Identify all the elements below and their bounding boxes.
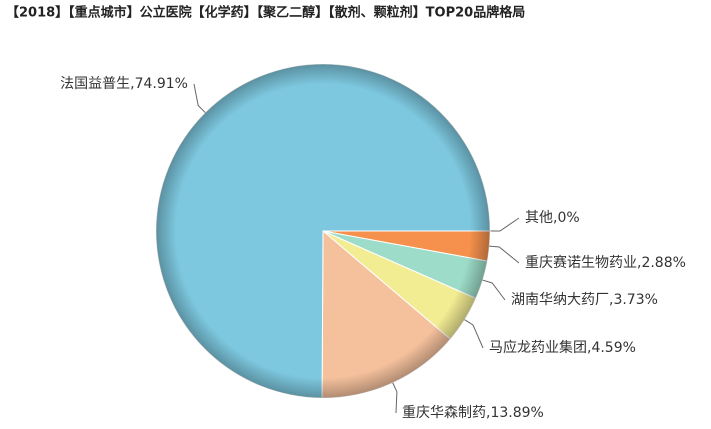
chart-title: 【2018】【重点城市】公立医院【化学药】【聚乙二醇】【散剂、颗粒剂】TOP20… <box>6 5 525 21</box>
leader-line <box>464 319 484 349</box>
leader-line <box>482 279 506 301</box>
slice-label: 其他,0% <box>525 210 580 226</box>
leader-line <box>193 83 206 113</box>
slice-label: 马应龙药业集团,4.59% <box>489 339 636 356</box>
leader-line <box>490 217 520 232</box>
slice-label: 重庆赛诺生物药业,2.88% <box>525 255 686 271</box>
slice-label: 湖南华纳大药厂,3.73% <box>511 292 658 308</box>
slice-label: 重庆华森制药,13.89% <box>402 405 544 421</box>
slice-label: 法国益普生,74.91% <box>60 76 188 92</box>
leader-line <box>489 245 520 264</box>
leader-line <box>392 382 398 414</box>
